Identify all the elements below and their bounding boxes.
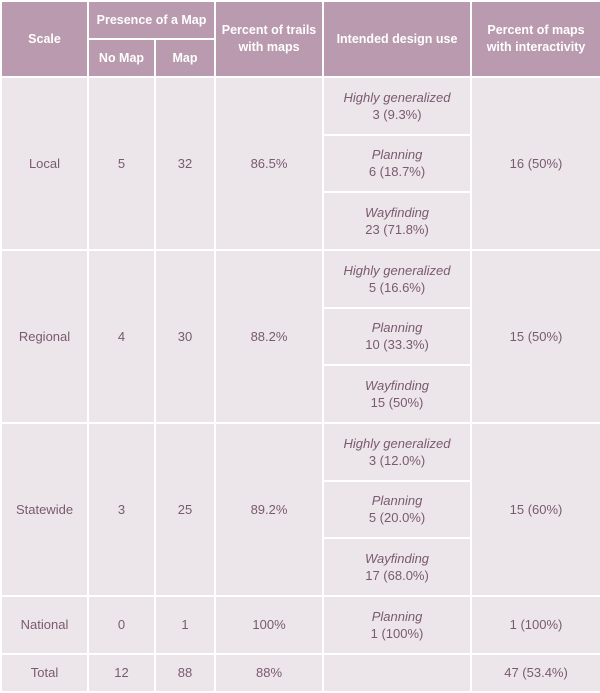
design-use-value: 5 (16.6%) [368,279,426,295]
design-use-value: 1 (100%) [370,625,424,641]
design-use-name: Highly generalized [343,262,451,278]
design-use-name: Wayfinding [364,551,430,567]
table-row: Wayfinding 17 (68.0%) [1,537,600,597]
header-intended-design-use: Intended design use [322,0,473,78]
total-row: Total 12 88 88% 47 (53.4%) [0,652,600,693]
cell-no-map: 4 [87,248,156,424]
design-use-value: 6 (18.7%) [368,164,426,180]
cell-design-use: Planning 1 (100%) [322,594,473,655]
design-use-name: Highly generalized [343,89,451,105]
table-row: Planning 5 (20.0%) [1,479,600,540]
cell-design-use: Highly generalized 5 (16.6%) [322,248,473,309]
cell-total-design-use [322,652,473,693]
design-use-value: 3 (9.3%) [372,106,422,122]
cell-design-use: Planning 10 (33.3%) [322,306,473,367]
design-use-name: Planning [371,147,423,163]
cell-map: 30 [153,248,217,424]
table-row: Wayfinding 23 (71.8%) [1,191,600,251]
header-scale: Scale [0,0,89,78]
cell-map: 25 [153,421,217,597]
design-use-name: Planning [371,608,423,624]
cell-total-label: Total [0,652,89,693]
table-row: Planning 10 (33.3%) [1,306,600,367]
header-percent-maps-interactivity: Percent of maps with interactivity [470,0,600,78]
header-presence-of-map: Presence of a Map [86,0,217,40]
table-row: Planning 6 (18.7%) [1,133,600,194]
design-use-name: Highly generalized [343,435,451,451]
table-body: Local 5 32 86.5% Highly generalized 3 (9.3%) 1… [0,76,600,693]
cell-interactivity: 1 (100%) [470,594,600,655]
design-use-name: Planning [371,493,423,509]
cell-total-map: 88 [153,652,217,693]
design-use-value: 23 (71.8%) [365,222,429,238]
design-use-name: Wayfinding [364,378,430,394]
cell-percent-trails: 86.5% [214,76,325,251]
cell-no-map: 0 [87,594,156,655]
cell-design-use: Wayfinding 17 (68.0%) [322,537,473,597]
cell-total-interactivity: 47 (53.4%) [470,652,600,693]
cell-map: 1 [153,594,217,655]
table-row: Wayfinding 15 (50%) [1,364,600,424]
cell-design-use: Highly generalized 3 (9.3%) [322,76,473,136]
design-use-value: 5 (20.0%) [368,510,426,526]
cell-design-use: Wayfinding 23 (71.8%) [322,191,473,251]
table-row: Regional 4 30 88.2% Highly generalized 5 (16.… [0,248,600,424]
cell-design-use: Planning 5 (20.0%) [322,479,473,540]
header-map: Map [153,38,217,78]
cell-map: 32 [153,76,217,251]
cell-scale: Statewide [0,421,89,597]
cell-scale: Local [0,76,89,251]
design-use-name: Wayfinding [364,205,430,221]
design-use-name: Planning [371,320,423,336]
cell-percent-trails: 100% [214,594,325,655]
design-use-value: 17 (68.0%) [365,568,429,584]
cell-design-use: Wayfinding 15 (50%) [322,364,473,424]
cell-total-percent: 88% [214,652,325,693]
table-row: Local 5 32 86.5% Highly generalized 3 (9.3%) 1… [0,76,600,251]
cell-no-map: 3 [87,421,156,597]
design-use-value: 10 (33.3%) [365,337,429,353]
table-row: National 0 1 100% Planning 1 (100%) 1 (100%) [0,594,600,655]
cell-total-no-map: 12 [87,652,156,693]
cell-scale: Regional [0,248,89,424]
cell-percent-trails: 89.2% [214,421,325,597]
cell-design-use: Planning 6 (18.7%) [322,133,473,194]
cell-interactivity: 15 (60%) [470,421,600,597]
cell-scale: National [0,594,89,655]
cell-percent-trails: 88.2% [214,248,325,424]
table-row: Statewide 3 25 89.2% Highly generalized 3 (12… [0,421,600,597]
cell-design-use: Highly generalized 3 (12.0%) [322,421,473,482]
design-use-value: 15 (50%) [370,395,424,411]
header-percent-trails-with-maps: Percent of trails with maps [214,0,325,78]
cell-no-map: 5 [87,76,156,251]
header-no-map: No Map [87,38,156,78]
cell-interactivity: 16 (50%) [470,76,600,251]
design-use-value: 3 (12.0%) [368,452,426,468]
cell-interactivity: 15 (50%) [470,248,600,424]
